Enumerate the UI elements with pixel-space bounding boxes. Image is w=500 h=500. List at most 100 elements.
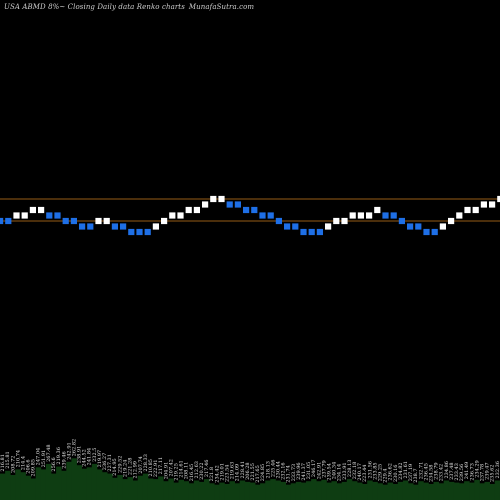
volume-bar xyxy=(153,479,159,500)
volume-label: 215.81 xyxy=(5,451,11,469)
volume-bar xyxy=(10,475,16,500)
volume-bar xyxy=(122,479,128,500)
volume-label: 216.81 xyxy=(0,454,6,472)
volume-bar xyxy=(96,469,103,500)
volume-bar xyxy=(224,484,230,500)
volume-label: 223.44 xyxy=(362,465,368,483)
volume-bar xyxy=(239,480,246,500)
renko-brick xyxy=(161,217,168,225)
volume-label: 207.74 xyxy=(138,456,144,474)
volume-bar xyxy=(367,480,373,500)
volume-bar xyxy=(0,473,6,500)
volume-label: 219.24 xyxy=(122,460,128,478)
renko-brick xyxy=(423,228,430,236)
volume-label: 233.42 xyxy=(439,464,445,482)
renko-brick xyxy=(300,228,307,236)
volume-label: 230.44 xyxy=(275,461,281,479)
volume-label: 240.17 xyxy=(357,463,363,481)
volume-bar xyxy=(255,484,261,500)
renko-brick xyxy=(120,223,127,230)
renko-brick xyxy=(95,217,102,225)
volume-bar xyxy=(428,484,434,500)
volume-bar xyxy=(198,481,205,500)
volume-label: 221.28 xyxy=(128,458,134,476)
volume-label: 217.65 xyxy=(255,465,261,483)
volume-bar xyxy=(469,482,475,500)
title-text: USA ABMD 8%~ Closing Daily data Renko ch… xyxy=(4,3,185,11)
volume-bar xyxy=(260,483,266,500)
volume-bar xyxy=(163,481,169,500)
volume-label: 225.46 xyxy=(270,460,276,478)
volume-bar xyxy=(306,481,312,500)
renko-brick xyxy=(398,217,405,225)
renko-brick xyxy=(497,195,500,203)
volume-label: 217.11 xyxy=(158,457,164,475)
volume-label: 237.79 xyxy=(321,460,327,478)
volume-label: 212.63 xyxy=(194,461,200,479)
volume-label: 236.62 xyxy=(388,463,394,481)
renko-brick xyxy=(259,212,266,219)
renko-brick xyxy=(308,228,315,236)
volume-label: 247.04 xyxy=(36,448,42,466)
volume-label: 240.34 xyxy=(332,462,338,480)
volume-label: 233.73 xyxy=(291,464,297,482)
volume-bar xyxy=(173,482,179,500)
volume-bar xyxy=(86,467,93,500)
volume-label: 214.09 xyxy=(235,464,241,482)
volume-bar xyxy=(341,481,348,500)
renko-brick xyxy=(0,217,4,225)
volume-label: 216.45 xyxy=(189,464,195,482)
renko-brick xyxy=(21,212,28,219)
renko-brick xyxy=(284,223,291,230)
volume-bar xyxy=(168,478,174,500)
renko-brick xyxy=(111,223,118,230)
volume-bar xyxy=(300,482,307,500)
volume-label: 208.72 xyxy=(10,456,16,474)
renko-brick xyxy=(448,217,455,225)
volume-bar xyxy=(178,479,184,500)
volume-bar xyxy=(443,480,450,500)
renko-brick xyxy=(202,201,209,208)
volume-bar xyxy=(81,468,88,500)
volume-label: 238.7 xyxy=(413,468,419,482)
renko-brick xyxy=(169,212,176,219)
volume-bar xyxy=(459,483,465,500)
renko-brick xyxy=(243,206,250,214)
renko-brick xyxy=(357,212,364,219)
volume-bar xyxy=(392,484,399,500)
volume-bar xyxy=(408,483,414,500)
renko-brick xyxy=(366,212,373,219)
volume-label: 235.62 xyxy=(490,465,496,483)
renko-brick xyxy=(210,195,217,203)
volume-bar xyxy=(234,483,241,500)
volume-bar xyxy=(132,480,139,500)
volume-label: 239.56 xyxy=(459,464,465,482)
volume-label: 256.6 xyxy=(51,457,57,471)
volume-bar xyxy=(316,481,322,500)
volume-bar xyxy=(280,481,286,500)
volume-bar xyxy=(275,480,281,500)
chart-title: USA ABMD 8%~ Closing Daily data Renko ch… xyxy=(4,3,254,11)
volume-bar xyxy=(107,473,113,500)
volume-label: 236.73 xyxy=(469,463,475,481)
renko-brick xyxy=(439,223,446,230)
volume-label: 231.74 xyxy=(286,465,292,483)
volume-label: 242.91 xyxy=(316,462,322,480)
renko-brick xyxy=(333,217,340,225)
volume-bar xyxy=(387,482,394,500)
volume-bar xyxy=(249,482,256,500)
volume-bar xyxy=(76,465,82,500)
renko-brick xyxy=(472,206,479,214)
renko-brick xyxy=(316,228,323,236)
volume-label: 241.37 xyxy=(301,463,307,481)
volume-label: 232.36 xyxy=(495,461,500,479)
volume-label: 238.91 xyxy=(77,446,83,464)
volume-label: 232.18 xyxy=(352,462,358,480)
volume-bar xyxy=(474,479,480,500)
volume-bar xyxy=(448,481,455,500)
volume-label: 212.99 xyxy=(133,461,139,479)
volume-bar xyxy=(494,480,500,500)
renko-brick xyxy=(62,217,69,225)
volume-label: 236.27 xyxy=(102,453,108,471)
